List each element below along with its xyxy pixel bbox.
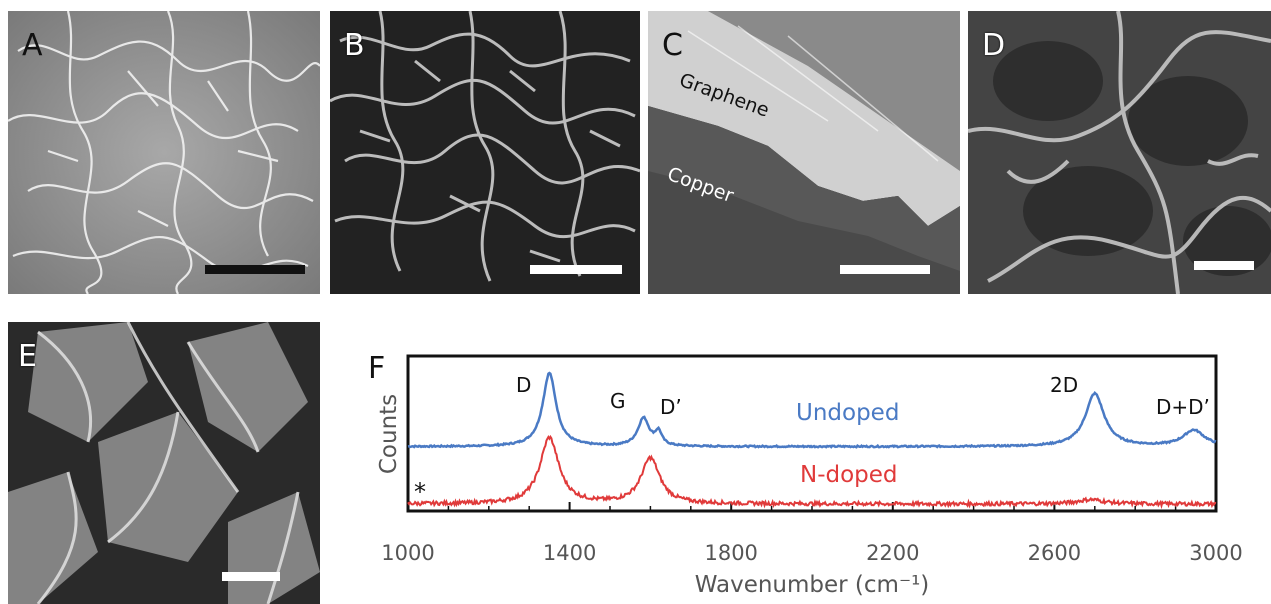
series-line-n-doped [407, 434, 1217, 510]
sem-image-c [648, 11, 960, 294]
peak-label-d-plus-d-prime: D+D’ [1156, 395, 1210, 419]
series-label-n-doped: N-doped [800, 462, 898, 488]
x-tick-label: 1800 [704, 541, 757, 565]
peak-label-g: G [610, 389, 626, 413]
scale-bar-a [205, 265, 305, 274]
scale-bar-c [840, 265, 930, 274]
peak-label-d: D [516, 373, 531, 397]
panel-label-c: C [662, 28, 683, 63]
sem-panel-d: D [968, 11, 1271, 294]
x-tick-label: 1400 [543, 541, 596, 565]
panel-label-b: B [344, 28, 365, 63]
x-axis-title: Wavenumber (cm⁻¹) [695, 572, 930, 598]
x-tick-label: 3000 [1189, 541, 1242, 565]
raman-chart: F 1000 1400 1800 2200 2600 3000 Undoped N-dop… [368, 351, 1243, 598]
x-axis-ticks [407, 502, 1217, 511]
scale-bar-b [530, 265, 622, 274]
x-tick-label: 2600 [1028, 541, 1081, 565]
scale-bar-e [222, 572, 280, 581]
peak-label-2d: 2D [1050, 373, 1078, 397]
sem-panel-c: C Graphene Copper [648, 11, 960, 294]
sem-image-b [330, 11, 640, 294]
x-tick-label: 2200 [866, 541, 919, 565]
asterisk-marker: * [414, 478, 426, 506]
panel-label-e: E [18, 339, 37, 374]
panel-label-a: A [22, 28, 43, 63]
sem-image-a [8, 11, 320, 294]
peak-label-d-prime: D’ [660, 395, 682, 419]
sem-panel-e: E [8, 322, 320, 604]
panel-label-d: D [982, 28, 1006, 63]
panel-label-f: F [368, 351, 385, 386]
x-tick-label: 1000 [381, 541, 434, 565]
sem-image-e [8, 322, 320, 604]
sem-image-d [968, 11, 1271, 294]
scale-bar-d [1194, 261, 1254, 270]
y-axis-title: Counts [376, 394, 402, 474]
sem-panel-b: B [330, 11, 640, 294]
x-axis-tick-labels: 1000 1400 1800 2200 2600 3000 [381, 541, 1242, 565]
sem-panel-a: A [8, 11, 320, 294]
series-line-undoped [407, 371, 1217, 449]
series-label-undoped: Undoped [796, 400, 899, 426]
